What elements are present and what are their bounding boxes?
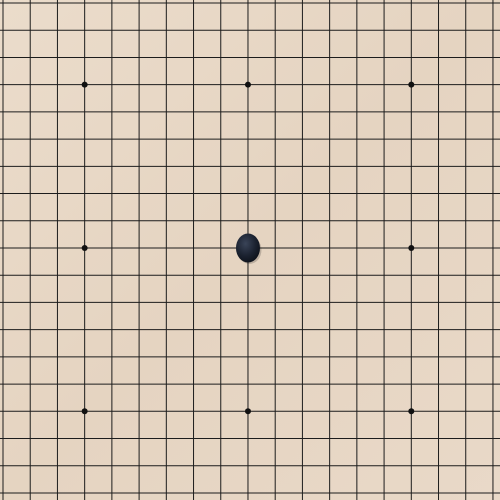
star-point <box>81 408 88 415</box>
star-point <box>408 244 415 251</box>
star-point <box>244 408 251 415</box>
star-point <box>81 244 88 251</box>
star-point <box>244 81 251 88</box>
star-point <box>81 81 88 88</box>
star-point <box>408 81 415 88</box>
stones <box>235 233 262 264</box>
star-points <box>81 81 415 415</box>
black-stone[interactable] <box>235 233 260 263</box>
star-point <box>408 408 415 415</box>
